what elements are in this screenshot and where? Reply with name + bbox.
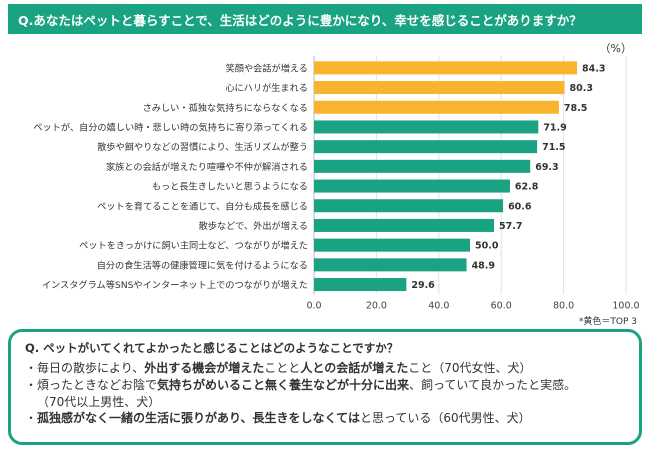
x-tick-label: 80.0 (553, 300, 574, 311)
category-label: インスタグラム等SNSやインターネット上でのつながりが増えた (42, 279, 308, 291)
comment-item: ・孤独感がなく一緒の生活に張りがあり、長生きをしなくてはと思っている（60代男性… (25, 410, 625, 427)
category-label: ペットをきっかけに飼い主同士など、つながりが増えた (79, 240, 308, 252)
comment-text: ・ (25, 411, 38, 426)
category-label: 散歩などで、外出が増える (199, 220, 308, 232)
comment-emphasis: 孤独感がなく一緒の生活に張りがあり、長生きをしなくては (37, 411, 360, 426)
comment-attribution: （70代以上男性、犬） (37, 394, 161, 409)
comments-question: Q. ペットがいてくれてよかったと感じることはどのようなことですか？ (25, 341, 399, 355)
category-label: 家族との会話が増えたり喧嘩や不仲が解消される (106, 161, 308, 173)
category-label: ペットが、自分の嬉しい時・悲しい時の気持ちに寄り添ってくれる (33, 121, 308, 133)
comments-list: ・毎日の散歩により、外出する機会が増えたことと人との会話が増えたこと（70代女性… (25, 360, 625, 427)
comments-box: Q. ペットがいてくれてよかったと感じることはどのようなことですか？ ・毎日の散… (8, 329, 642, 445)
value-label: 62.8 (515, 182, 539, 193)
value-label: 57.7 (499, 221, 522, 232)
value-label: 84.3 (582, 63, 605, 74)
comment-text: こと（70代女性、犬） (408, 361, 532, 376)
x-tick-label: 20.0 (366, 300, 387, 311)
bar (314, 179, 510, 193)
bar (314, 278, 407, 292)
question-banner: Q.あなたはペットと暮らすことで、生活はどのように豊かになり、幸せを感じることが… (8, 4, 642, 34)
comment-text: ・毎日の散歩により、 (25, 361, 145, 376)
comment-emphasis: 人との会話が増えた (300, 361, 409, 376)
x-tick-label: 40.0 (428, 300, 449, 311)
category-label: さみしい・孤独な気持ちにならなくなる (143, 102, 308, 114)
category-label: 散歩や餌やりなどの習慣により、生活リズムが整う (97, 141, 308, 153)
comment-emphasis: 外出する機会が増えた (144, 361, 265, 376)
x-tick-label: 100.0 (612, 300, 639, 311)
bar (314, 120, 539, 134)
value-label: 29.6 (411, 280, 435, 291)
category-label: 自分の食生活等の健康管理に気を付けるようになる (97, 259, 308, 271)
x-tick-label: 0.0 (306, 300, 321, 311)
comment-emphasis: 気持ちがめいること無く養生などが十分に出来 (157, 377, 410, 392)
comment-item: ・煩ったときなどお陰で気持ちがめいること無く養生などが十分に出来、飼っていて良か… (25, 377, 625, 394)
value-label: 50.0 (475, 241, 499, 252)
comment-item: ・毎日の散歩により、外出する機会が増えたことと人との会話が増えたこと（70代女性… (25, 360, 625, 377)
bar (314, 61, 578, 75)
value-label: 71.9 (543, 122, 566, 133)
bar (314, 140, 538, 154)
comment-text: 、飼っていて良かったと実感。 (409, 377, 577, 392)
bar (314, 218, 495, 232)
comment-text: ことと (264, 361, 301, 376)
category-label: ペットを育てることを通じて、自分も成長を感じる (97, 200, 308, 212)
category-label: 心にハリが生まれる (225, 82, 308, 94)
footnote: *黄色＝TOP 3 (579, 315, 637, 327)
x-tick-label: 60.0 (491, 300, 512, 311)
bar (314, 159, 531, 173)
bar (314, 238, 470, 252)
value-label: 48.9 (472, 260, 495, 271)
bar (314, 258, 467, 272)
bar (314, 81, 565, 95)
bar (314, 199, 504, 213)
value-label: 60.6 (508, 201, 532, 212)
category-label: 笑顔や会話が増える (226, 62, 308, 74)
question-text: Q.あなたはペットと暮らすことで、生活はどのように豊かになり、幸せを感じることが… (18, 12, 582, 28)
value-label: 69.3 (535, 162, 558, 173)
value-label: 78.5 (564, 103, 587, 114)
unit-label: （%） (600, 42, 632, 55)
value-label: 71.5 (542, 142, 565, 153)
bar (314, 100, 559, 114)
category-label: もっと長生きしたいと思うようになる (152, 181, 308, 193)
value-label: 80.3 (570, 83, 593, 94)
comment-text: ・煩ったときなどお陰で (25, 377, 158, 392)
comment-text: と思っている（60代男性、犬） (359, 411, 531, 426)
bar-chart: （%） *黄色＝TOP 3 0.0 20.0 40.0 60.0 80.0 100.0 笑顔… (33, 42, 639, 327)
